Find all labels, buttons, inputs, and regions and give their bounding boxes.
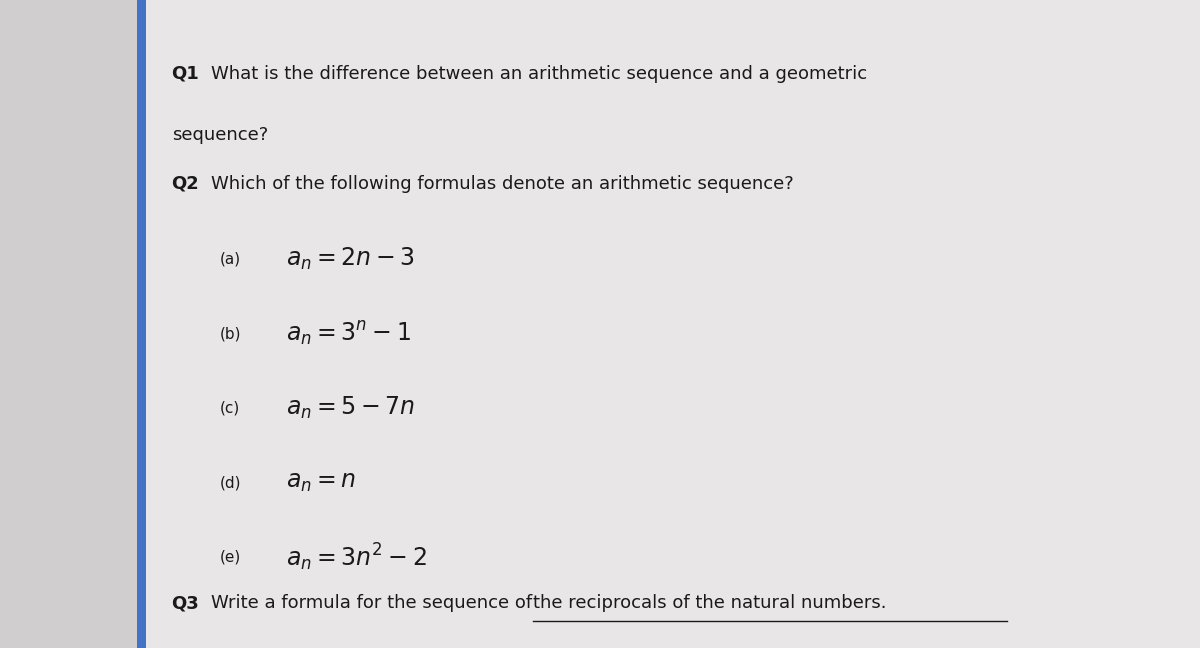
Text: $a_n = n$: $a_n = n$ [286,471,355,494]
Text: (c): (c) [220,400,240,416]
Text: Q1: Q1 [172,65,199,83]
Text: the reciprocals of the natural numbers.: the reciprocals of the natural numbers. [533,594,887,612]
Text: Write a formula for the sequence of: Write a formula for the sequence of [211,594,538,612]
Text: (d): (d) [220,475,241,491]
FancyBboxPatch shape [146,0,1200,648]
Text: What is the difference between an arithmetic sequence and a geometric: What is the difference between an arithm… [211,65,868,83]
Text: (b): (b) [220,326,241,341]
Text: $a_n = 3^n - 1$: $a_n = 3^n - 1$ [286,319,410,348]
Text: $a_n = 3n^2 - 2$: $a_n = 3n^2 - 2$ [286,542,426,573]
Text: $a_n = 5 - 7n$: $a_n = 5 - 7n$ [286,395,415,421]
FancyBboxPatch shape [137,0,146,648]
Text: Q3: Q3 [172,594,199,612]
Text: Which of the following formulas denote an arithmetic sequence?: Which of the following formulas denote a… [211,175,794,193]
Text: (a): (a) [220,251,241,267]
Text: (e): (e) [220,550,241,565]
Text: Q2: Q2 [172,175,199,193]
Text: sequence?: sequence? [172,126,268,145]
Text: $a_n = 2n - 3$: $a_n = 2n - 3$ [286,246,414,272]
